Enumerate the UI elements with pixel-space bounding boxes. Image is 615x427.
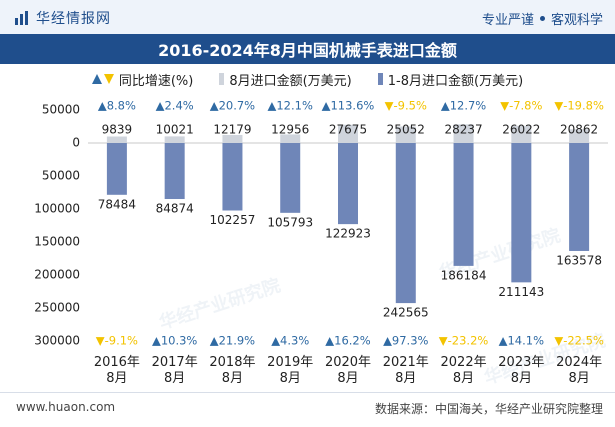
- y-tick-label: 0: [72, 136, 80, 150]
- x-tick-label: 2022年 8月: [441, 355, 487, 386]
- growth-label-month: ▲8.8%: [98, 99, 136, 113]
- y-tick-label: 250000: [34, 301, 80, 315]
- x-tick-label: 2021年 8月: [383, 355, 429, 386]
- y-tick-label: 150000: [34, 235, 80, 249]
- bar-month: [164, 136, 185, 143]
- data-label-month: 20862: [560, 123, 598, 137]
- legend-swatch-month: [219, 73, 225, 85]
- data-label-ytd: 102257: [210, 213, 256, 227]
- header-links: 专业严谨 客观科学: [482, 9, 603, 28]
- data-label-ytd: 122923: [325, 227, 371, 241]
- header-link-objective: 客观科学: [550, 13, 603, 28]
- footer-website[interactable]: www.huaon.com: [16, 400, 116, 414]
- data-label-month: 28237: [444, 123, 482, 137]
- growth-label-month: ▲12.7%: [441, 99, 486, 113]
- watermark-text: 华经产业研究院: [156, 274, 283, 334]
- brand-logo-icon: [15, 11, 28, 25]
- data-label-ytd: 105793: [267, 215, 313, 229]
- data-label-month: 12956: [271, 123, 309, 137]
- data-label-month: 25052: [387, 123, 425, 137]
- brand[interactable]: 华经情报网: [14, 8, 111, 28]
- growth-label-ytd: ▲21.9%: [210, 334, 255, 348]
- legend-item-month: 8月进口金额(万美元): [219, 70, 352, 89]
- legend-label-month: 8月进口金额(万美元): [229, 73, 352, 89]
- bar-ytd: [338, 143, 358, 225]
- x-tick-label: 2018年 8月: [209, 355, 255, 386]
- chart-legend: 同比增速(%) 8月进口金额(万美元) 1-8月进口金额(万美元): [0, 66, 615, 92]
- growth-label-month: ▲2.4%: [156, 99, 194, 113]
- top-bar: 华经情报网 专业严谨 客观科学: [0, 0, 615, 34]
- data-label-ytd: 211143: [498, 285, 544, 299]
- x-tick-label: 2017年 8月: [152, 355, 198, 386]
- y-tick-label: 200000: [34, 268, 80, 282]
- footer-divider: [0, 392, 615, 393]
- data-label-month: 9839: [102, 123, 133, 137]
- data-label-ytd: 242565: [383, 306, 429, 320]
- bar-month: [453, 124, 474, 143]
- separator-dot-icon: [539, 16, 545, 21]
- growth-label-ytd: ▲4.3%: [271, 334, 309, 348]
- bar-ytd: [222, 143, 243, 211]
- data-label-ytd: 78484: [98, 197, 136, 211]
- x-tick-label: 2019年 8月: [267, 355, 313, 386]
- bar-ytd: [164, 143, 185, 200]
- data-label-ytd: 163578: [556, 253, 602, 267]
- chart-title: 2016-2024年8月中国机械手表进口金额: [0, 34, 615, 64]
- data-label-month: 12179: [213, 123, 251, 137]
- y-tick-label: 100000: [34, 202, 80, 216]
- growth-label-ytd: ▲14.1%: [499, 334, 544, 348]
- growth-label-ytd: ▼-9.1%: [96, 334, 138, 348]
- y-tick-label: 300000: [34, 334, 80, 348]
- bar-month: [106, 136, 127, 143]
- growth-label-month: ▲20.7%: [210, 99, 255, 113]
- bar-ytd: [569, 143, 590, 251]
- growth-arrows-icon: [91, 74, 114, 84]
- y-tick-label: 50000: [42, 169, 80, 183]
- bar-ytd: [395, 143, 416, 304]
- data-label-ytd: 84874: [156, 202, 194, 216]
- growth-label-ytd: ▼-23.2%: [439, 334, 489, 348]
- data-label-month: 26022: [502, 123, 540, 137]
- bar-month: [511, 125, 532, 143]
- growth-label-ytd: ▼-22.5%: [554, 334, 604, 348]
- data-label-month: 27675: [329, 123, 367, 137]
- legend-item-growth: 同比增速(%): [91, 70, 194, 89]
- x-tick-label: 2023年 8月: [498, 355, 544, 386]
- bar-ytd: [106, 143, 127, 195]
- bar-ytd: [511, 143, 532, 283]
- legend-item-ytd: 1-8月进口金额(万美元): [377, 70, 524, 89]
- growth-label-month: ▼-9.5%: [385, 99, 427, 113]
- bar-ytd: [453, 143, 474, 266]
- legend-label-growth: 同比增速(%): [118, 73, 194, 89]
- x-tick-label: 2016年 8月: [94, 355, 140, 386]
- x-tick-label: 2020年 8月: [325, 355, 371, 386]
- y-tick-label: 50000: [42, 103, 80, 117]
- bar-month: [569, 129, 590, 143]
- footer-source: 数据来源：中国海关，华经产业研究院整理: [374, 402, 603, 416]
- growth-label-ytd: ▲97.3%: [383, 334, 428, 348]
- growth-label-month: ▲113.6%: [322, 99, 375, 113]
- x-tick-label: 2024年 8月: [556, 355, 602, 386]
- growth-label-month: ▼-7.8%: [500, 99, 542, 113]
- bar-month: [338, 124, 358, 143]
- data-label-ytd: 186184: [441, 268, 487, 282]
- header-link-rigorous: 专业严谨: [481, 13, 534, 28]
- bar-chart: 华经产业研究院华经产业研究院华经产业研究院5000005000010000015…: [34, 99, 608, 389]
- growth-label-ytd: ▲16.2%: [325, 334, 370, 348]
- bar-month: [395, 126, 416, 143]
- legend-swatch-ytd: [377, 73, 383, 85]
- growth-label-ytd: ▲10.3%: [152, 334, 197, 348]
- brand-name: 华经情报网: [36, 11, 111, 27]
- legend-label-ytd: 1-8月进口金额(万美元): [387, 73, 524, 89]
- growth-label-month: ▲12.1%: [268, 99, 313, 113]
- bar-ytd: [280, 143, 301, 213]
- bar-month: [280, 134, 301, 143]
- bar-month: [222, 134, 243, 143]
- growth-label-month: ▼-19.8%: [554, 99, 604, 113]
- data-label-month: 10021: [156, 123, 194, 137]
